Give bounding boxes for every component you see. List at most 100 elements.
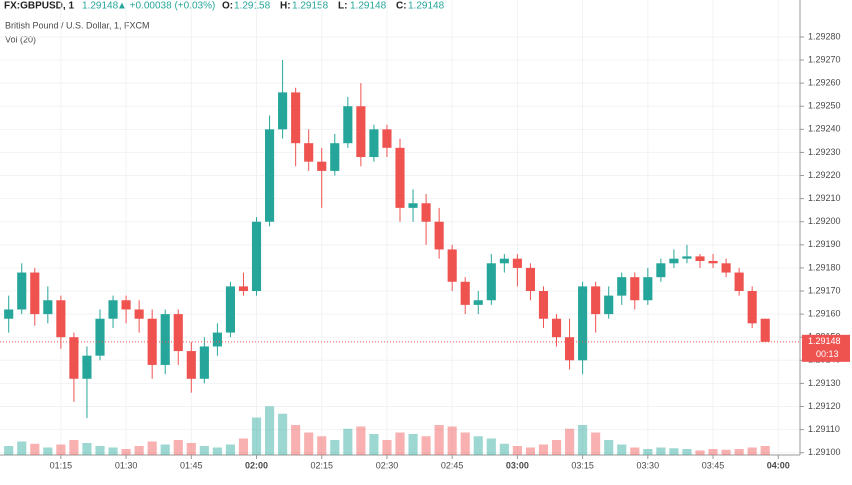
volume-bar <box>147 441 157 455</box>
volume-bar <box>760 446 770 455</box>
header-price: 1.29148 <box>82 1 119 12</box>
candle-body <box>669 258 679 264</box>
volume-bar <box>369 434 379 455</box>
ohlc-label: O: <box>222 1 233 12</box>
candle-body <box>604 295 614 315</box>
y-tick-label: 1.29170 <box>808 285 841 295</box>
candle-body <box>160 314 170 365</box>
volume-bar <box>304 432 314 455</box>
volume-bar <box>69 440 79 455</box>
candle-body <box>578 286 588 361</box>
y-tick-label: 1.29110 <box>808 424 840 434</box>
volume-bar <box>382 440 392 455</box>
candle-body <box>121 300 131 310</box>
volume-bar <box>43 447 53 455</box>
ohlc-label: C: <box>396 1 407 12</box>
candle-body <box>291 92 301 144</box>
x-tick-label: 03:45 <box>702 460 725 470</box>
volume-bar <box>95 446 105 455</box>
y-tick-label: 1.29240 <box>808 124 841 134</box>
volume-bar <box>721 449 731 455</box>
x-tick-label: 02:00 <box>245 460 268 470</box>
candle-body <box>538 291 549 319</box>
candle-body <box>591 286 601 315</box>
candle-body <box>43 300 53 315</box>
volume-bar <box>4 446 14 455</box>
candle-body <box>173 314 183 352</box>
candle-body <box>69 337 79 379</box>
symbol: FX:GBPUSD, 1 <box>4 1 74 12</box>
y-tick-label: 1.29210 <box>808 193 841 203</box>
volume-bar <box>330 440 340 455</box>
candle-body <box>95 318 105 356</box>
y-tick-label: 1.29130 <box>808 378 841 388</box>
y-tick-label: 1.29220 <box>808 170 841 180</box>
volume-bar <box>17 441 27 455</box>
y-tick-label: 1.29120 <box>808 401 841 411</box>
candle-body <box>656 263 666 278</box>
ohlc-value: 1.29148 <box>350 1 387 12</box>
x-tick-label: 04:00 <box>767 460 790 470</box>
candle-body <box>134 309 144 319</box>
x-tick-label: 02:15 <box>310 460 333 470</box>
volume-bar <box>343 428 353 455</box>
volume-bar <box>512 446 522 455</box>
candle-body <box>643 277 653 301</box>
volume-bar <box>265 406 275 455</box>
candle-body <box>382 129 392 148</box>
candle-body <box>225 286 235 333</box>
candle-body <box>199 346 209 379</box>
volume-bar <box>460 432 470 455</box>
volume-bar <box>56 444 66 455</box>
volume-bar <box>408 434 418 455</box>
volume-bar <box>591 432 601 455</box>
volume-bar <box>551 440 562 455</box>
volume-bar <box>30 443 40 455</box>
volume-bar <box>173 440 183 455</box>
candle-body <box>278 92 288 130</box>
volume-bar <box>682 449 692 455</box>
volume-bar <box>578 425 588 455</box>
volume-bar <box>395 432 405 455</box>
candle-body <box>760 318 770 342</box>
y-tick-label: 1.29180 <box>808 262 841 272</box>
candle-body <box>721 263 731 273</box>
candle-body <box>17 272 27 310</box>
candle-body <box>330 143 340 171</box>
volume-bar <box>669 448 679 455</box>
candle-body <box>265 129 275 222</box>
candle-body <box>512 258 522 268</box>
volume-bar <box>604 440 614 455</box>
candle-body <box>317 161 327 171</box>
volume-bar <box>186 443 196 455</box>
y-tick-label: 1.29250 <box>808 101 841 111</box>
candle-body <box>251 221 262 292</box>
volume-bar <box>630 447 640 455</box>
price-label: 1.29148 <box>808 336 841 346</box>
candle-body <box>356 106 366 158</box>
candle-body <box>617 277 627 296</box>
volume-bar <box>421 436 431 455</box>
candle-body <box>434 221 444 250</box>
volume-bar <box>525 447 535 455</box>
candle-body <box>212 332 222 347</box>
candle-body <box>499 258 509 264</box>
subtitle: British Pound / U.S. Dollar, 1, FXCM <box>5 20 150 30</box>
candle-body <box>747 291 757 324</box>
candle-body <box>630 277 640 301</box>
volume-bar <box>708 449 718 455</box>
ohlc-value: 1.29158 <box>234 1 271 12</box>
ohlc-value: 1.29158 <box>292 1 329 12</box>
x-tick-label: 01:30 <box>115 460 138 470</box>
candle-body <box>4 309 14 319</box>
ohlc-value: 1.29148 <box>408 1 445 12</box>
y-tick-label: 1.29280 <box>808 31 841 41</box>
volume-bar <box>447 426 457 455</box>
volume-bar <box>317 436 327 455</box>
volume-bar <box>538 444 549 455</box>
x-tick-label: 03:15 <box>571 460 594 470</box>
volume-bar <box>473 436 483 455</box>
volume-bar <box>121 449 131 455</box>
volume-bar <box>212 447 222 455</box>
